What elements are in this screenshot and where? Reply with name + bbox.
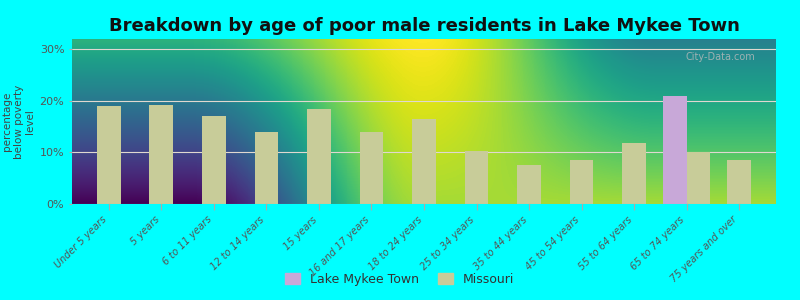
Legend: Lake Mykee Town, Missouri: Lake Mykee Town, Missouri [281,268,519,291]
Title: Breakdown by age of poor male residents in Lake Mykee Town: Breakdown by age of poor male residents … [109,17,739,35]
Bar [518,165,541,204]
Bar [360,132,383,204]
Bar [97,106,121,204]
Bar [686,152,710,204]
Bar [150,105,173,204]
Y-axis label: percentage
below poverty
level: percentage below poverty level [2,84,35,159]
Bar [307,109,330,204]
Bar [727,160,751,204]
Bar [663,96,686,204]
Bar [465,152,488,204]
Text: City-Data.com: City-Data.com [685,52,755,62]
Bar [202,116,226,204]
Bar [622,143,646,204]
Bar [412,119,436,204]
Bar [254,132,278,204]
Bar [570,160,594,204]
